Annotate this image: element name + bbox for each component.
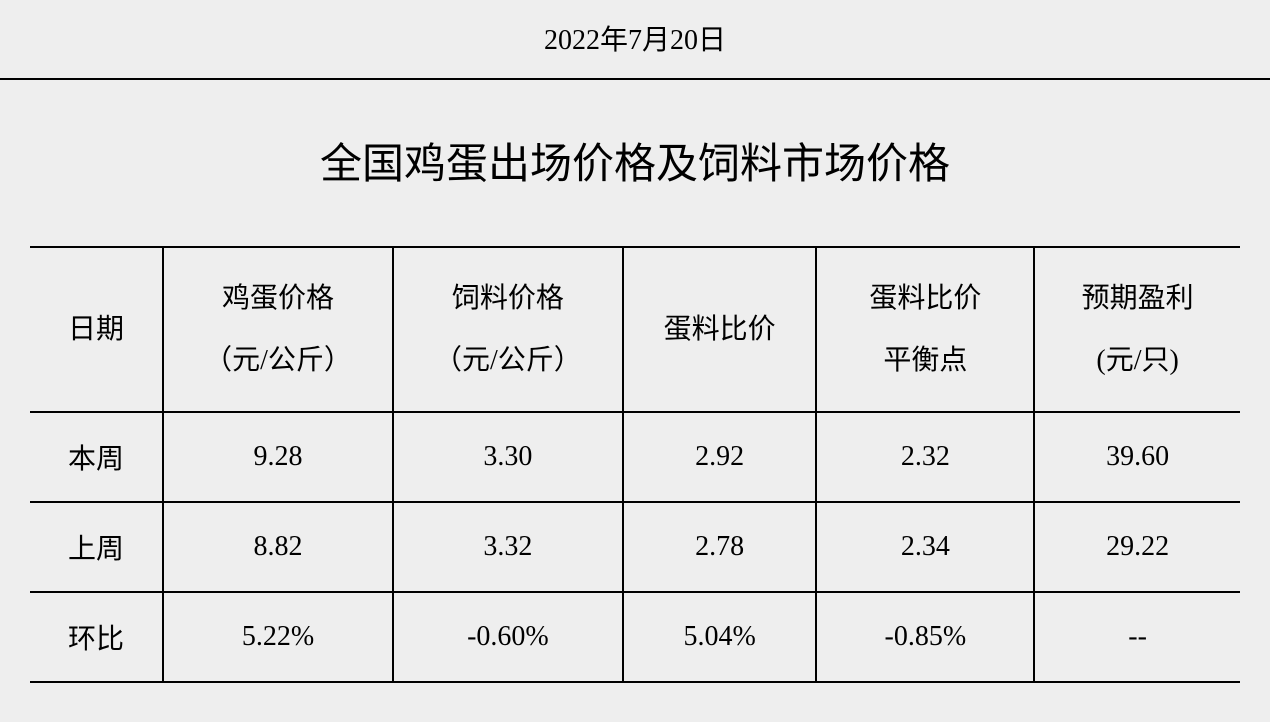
col-header-egg-price: 鸡蛋价格 （元/公斤） [163,247,393,412]
cell-feed-price: -0.60% [393,592,623,682]
table-container: 日期 鸡蛋价格 （元/公斤） 饲料价格 （元/公斤） 蛋料比价 蛋料比价 平衡点 [0,246,1270,683]
page-title: 全国鸡蛋出场价格及饲料市场价格 [0,80,1270,246]
cell-ratio: 5.04% [623,592,817,682]
cell-egg-price: 9.28 [163,412,393,502]
col-header-ratio: 蛋料比价 [623,247,817,412]
cell-profit: 29.22 [1034,502,1240,592]
table-row: 环比 5.22% -0.60% 5.04% -0.85% -- [30,592,1240,682]
col-header-profit: 预期盈利 (元/只) [1034,247,1240,412]
cell-profit: 39.60 [1034,412,1240,502]
cell-ratio: 2.92 [623,412,817,502]
cell-feed-price: 3.32 [393,502,623,592]
cell-balance: 2.32 [816,412,1034,502]
cell-profit: -- [1034,592,1240,682]
table-row: 上周 8.82 3.32 2.78 2.34 29.22 [30,502,1240,592]
cell-feed-price: 3.30 [393,412,623,502]
cell-egg-price: 8.82 [163,502,393,592]
table-header-row: 日期 鸡蛋价格 （元/公斤） 饲料价格 （元/公斤） 蛋料比价 蛋料比价 平衡点 [30,247,1240,412]
cell-ratio: 2.78 [623,502,817,592]
col-header-balance: 蛋料比价 平衡点 [816,247,1034,412]
col-header-date: 日期 [30,247,163,412]
cell-label: 环比 [30,592,163,682]
cell-label: 上周 [30,502,163,592]
cell-balance: 2.34 [816,502,1034,592]
cell-label: 本周 [30,412,163,502]
col-header-feed-price: 饲料价格 （元/公斤） [393,247,623,412]
table-row: 本周 9.28 3.30 2.92 2.32 39.60 [30,412,1240,502]
date-header: 2022年7月20日 [0,0,1270,80]
cell-balance: -0.85% [816,592,1034,682]
cell-egg-price: 5.22% [163,592,393,682]
price-table: 日期 鸡蛋价格 （元/公斤） 饲料价格 （元/公斤） 蛋料比价 蛋料比价 平衡点 [30,246,1240,683]
